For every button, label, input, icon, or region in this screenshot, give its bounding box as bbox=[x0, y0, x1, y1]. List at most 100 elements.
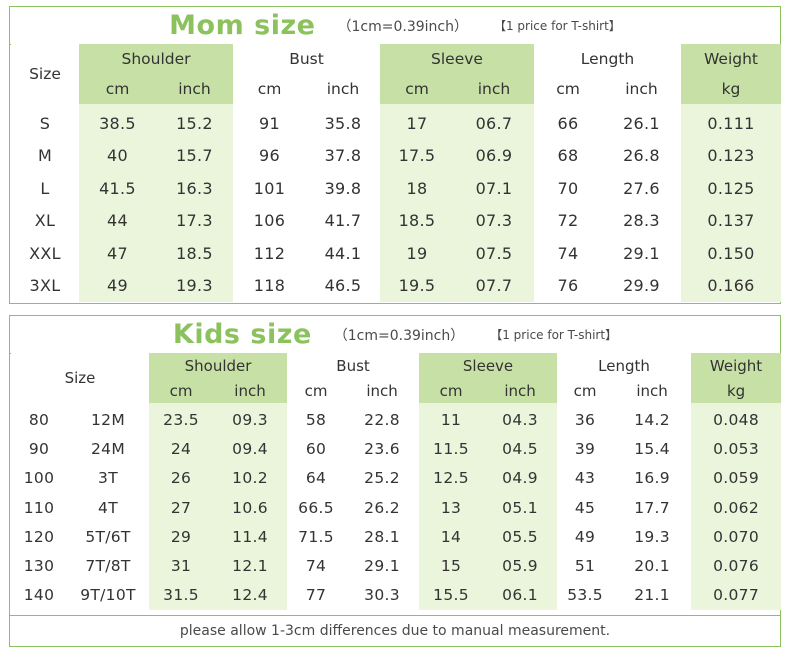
table-cell: 15.5 bbox=[419, 580, 484, 611]
kids-sleeve-inch: inch bbox=[483, 379, 558, 403]
table-row: 80 12M 23.5 09.3 58 22.8 11 04.3 36 14.2 0.048 bbox=[11, 403, 782, 435]
table-cell: 106 bbox=[233, 204, 306, 237]
table-cell: 07.1 bbox=[454, 172, 534, 205]
table-cell: 3XL bbox=[11, 269, 79, 302]
table-cell: 04.5 bbox=[483, 434, 558, 464]
table-cell: 18 bbox=[380, 172, 454, 205]
table-cell: 06.1 bbox=[483, 580, 558, 611]
table-cell: 38.5 bbox=[79, 104, 156, 140]
table-cell: 05.1 bbox=[483, 492, 558, 523]
table-cell: 66 bbox=[534, 104, 602, 140]
table-cell: 15.4 bbox=[613, 434, 692, 464]
measurement-footnote: please allow 1-3cm differences due to ma… bbox=[10, 615, 780, 646]
table-cell: 0.053 bbox=[691, 434, 782, 464]
table-cell: 17.7 bbox=[613, 492, 692, 523]
kids-length-inch: inch bbox=[613, 379, 692, 403]
table-cell: 70 bbox=[534, 172, 602, 205]
kids-bust-header: Bust bbox=[287, 353, 420, 379]
table-cell: 13 bbox=[419, 492, 484, 523]
table-cell: 15.2 bbox=[156, 104, 233, 140]
table-cell: 7T/8T bbox=[67, 551, 150, 581]
table-cell: 74 bbox=[534, 237, 602, 270]
table-cell: 120 bbox=[11, 522, 67, 552]
table-cell: 07.3 bbox=[454, 204, 534, 237]
table-cell: 27.6 bbox=[602, 172, 681, 205]
table-cell: 26.1 bbox=[602, 104, 681, 140]
mom-weight-unit: kg bbox=[681, 74, 781, 104]
table-cell: 118 bbox=[233, 269, 306, 302]
table-cell: 43 bbox=[557, 463, 614, 493]
table-cell: 26.8 bbox=[602, 139, 681, 172]
table-cell: 23.6 bbox=[345, 434, 420, 464]
table-row: 90 24M 24 09.4 60 23.6 11.5 04.5 39 15.4 0.053 bbox=[11, 434, 782, 464]
table-cell: 53.5 bbox=[557, 580, 614, 611]
table-cell: 27 bbox=[149, 492, 214, 523]
table-cell: 41.5 bbox=[79, 172, 156, 205]
table-cell: 29.1 bbox=[602, 237, 681, 270]
kids-length-header: Length bbox=[557, 353, 692, 379]
mom-weight-header: Weight bbox=[681, 44, 781, 74]
table-cell: 40 bbox=[79, 139, 156, 172]
table-cell: 11.4 bbox=[213, 522, 288, 552]
table-cell: 39 bbox=[557, 434, 614, 464]
table-row: 110 4T 27 10.6 66.5 26.2 13 05.1 45 17.7 0.062 bbox=[11, 492, 782, 523]
kids-shoulder-header: Shoulder bbox=[149, 353, 288, 379]
table-cell: 66.5 bbox=[287, 492, 346, 523]
table-cell: 11.5 bbox=[419, 434, 484, 464]
mom-title-row: Mom size （1cm=0.39inch） 【1 price for T-s… bbox=[10, 7, 780, 45]
table-cell: 19.3 bbox=[613, 522, 692, 552]
table-cell: 60 bbox=[287, 434, 346, 464]
kids-shoulder-inch: inch bbox=[213, 379, 288, 403]
table-row: L 41.5 16.3 101 39.8 18 07.1 70 27.6 0.125 bbox=[11, 172, 781, 205]
kids-length-cm: cm bbox=[557, 379, 614, 403]
table-cell: 47 bbox=[79, 237, 156, 270]
table-cell: 37.8 bbox=[306, 139, 380, 172]
table-cell: 36 bbox=[557, 403, 614, 435]
table-row: 140 9T/10T 31.5 12.4 77 30.3 15.5 06.1 53.5 21.1 0… bbox=[11, 580, 782, 611]
table-cell: 12.4 bbox=[213, 580, 288, 611]
table-cell: 09.4 bbox=[213, 434, 288, 464]
table-cell: 25.2 bbox=[345, 463, 420, 493]
mom-table-body: S 38.5 15.2 91 35.8 17 06.7 66 26.1 0.111 M 40 15.7 9… bbox=[11, 104, 781, 302]
table-cell: 12.5 bbox=[419, 463, 484, 493]
table-cell: 21.1 bbox=[613, 580, 692, 611]
table-cell: 49 bbox=[557, 522, 614, 552]
kids-shoulder-cm: cm bbox=[149, 379, 214, 403]
table-cell: 19.5 bbox=[380, 269, 454, 302]
kids-size-table: Size Shoulder Bust Sleeve Length Weight … bbox=[11, 353, 782, 611]
table-cell: 112 bbox=[233, 237, 306, 270]
table-cell: 0.111 bbox=[681, 104, 781, 140]
kids-size-header: Size bbox=[11, 353, 150, 403]
table-cell: 101 bbox=[233, 172, 306, 205]
mom-shoulder-cm: cm bbox=[79, 74, 156, 104]
table-cell: 29.1 bbox=[345, 551, 420, 581]
kids-size-panel: Kids size （1cm=0.39inch） 【1 price for T-… bbox=[9, 315, 782, 647]
table-cell: 19 bbox=[380, 237, 454, 270]
table-cell: 130 bbox=[11, 551, 67, 581]
kids-sleeve-cm: cm bbox=[419, 379, 484, 403]
mom-shoulder-inch: inch bbox=[156, 74, 233, 104]
table-cell: 12M bbox=[67, 403, 150, 435]
kids-weight-unit: kg bbox=[691, 379, 782, 403]
table-cell: 16.9 bbox=[613, 463, 692, 493]
table-cell: 22.8 bbox=[345, 403, 420, 435]
table-row: 130 7T/8T 31 12.1 74 29.1 15 05.9 51 20.1 0.076 bbox=[11, 551, 782, 581]
table-cell: 28.1 bbox=[345, 522, 420, 552]
mom-size-panel: Mom size （1cm=0.39inch） 【1 price for T-s… bbox=[9, 6, 781, 304]
table-cell: 14 bbox=[419, 522, 484, 552]
mom-length-header: Length bbox=[534, 44, 681, 74]
mom-length-cm: cm bbox=[534, 74, 602, 104]
table-cell: 17.5 bbox=[380, 139, 454, 172]
table-cell: 51 bbox=[557, 551, 614, 581]
table-cell: 76 bbox=[534, 269, 602, 302]
table-cell: 77 bbox=[287, 580, 346, 611]
table-cell: 0.070 bbox=[691, 522, 782, 552]
table-row: S 38.5 15.2 91 35.8 17 06.7 66 26.1 0.111 bbox=[11, 104, 781, 140]
table-cell: 9T/10T bbox=[67, 580, 150, 611]
table-cell: 16.3 bbox=[156, 172, 233, 205]
kids-bust-inch: inch bbox=[345, 379, 420, 403]
table-cell: 110 bbox=[11, 492, 67, 523]
mom-size-header: Size bbox=[11, 44, 79, 104]
mom-bust-inch: inch bbox=[306, 74, 380, 104]
kids-title-row: Kids size （1cm=0.39inch） 【1 price for T-… bbox=[10, 316, 780, 354]
